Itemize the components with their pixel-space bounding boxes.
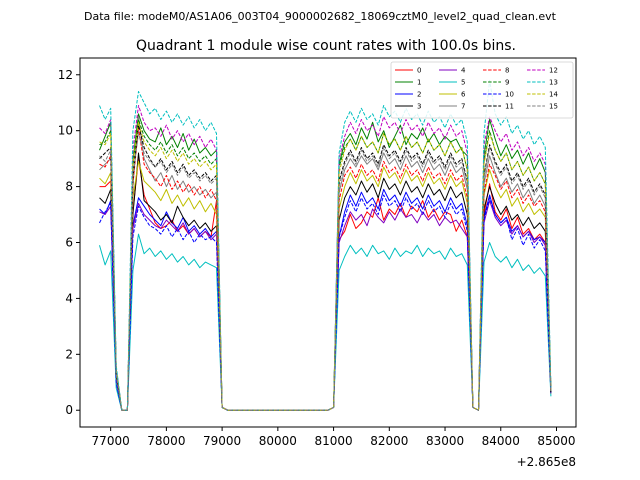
x-tick-label: 83000 xyxy=(426,434,464,448)
legend-label-7: 7 xyxy=(461,103,465,111)
series-line-6 xyxy=(99,160,552,411)
x-tick-label: 78000 xyxy=(147,434,185,448)
series-line-8 xyxy=(99,127,552,411)
y-tick-label: 2 xyxy=(65,347,73,361)
series-line-1 xyxy=(99,113,552,411)
x-offset-label: +2.865e8 xyxy=(517,455,576,469)
series-line-2 xyxy=(99,188,552,411)
x-axis: 77000 78000 79000 80000 81000 82000 83000 84000… xyxy=(92,427,576,448)
series-line-5 xyxy=(99,233,552,411)
chart-title: Quadrant 1 module wise count rates with … xyxy=(136,38,516,54)
series-layer xyxy=(99,79,552,411)
series-line-9 xyxy=(99,119,552,411)
y-tick-label: 8 xyxy=(65,180,73,194)
x-tick-label: 81000 xyxy=(314,434,352,448)
legend-label-15: 15 xyxy=(549,103,558,111)
legend-label-10: 10 xyxy=(505,91,514,99)
series-line-14 xyxy=(99,121,552,411)
legend-label-5: 5 xyxy=(461,79,465,87)
y-tick-label: 0 xyxy=(65,403,73,417)
legend-label-1: 1 xyxy=(417,79,421,87)
legend-label-8: 8 xyxy=(505,67,509,75)
legend-label-4: 4 xyxy=(461,67,466,75)
series-line-3 xyxy=(99,152,552,411)
legend-label-12: 12 xyxy=(549,67,558,75)
legend-box xyxy=(390,61,574,119)
x-tick-label: 82000 xyxy=(370,434,408,448)
figure-suptitle: Data file: modeM0/AS1A06_003T04_90000026… xyxy=(84,10,557,23)
x-tick-label: 84000 xyxy=(482,434,520,448)
series-line-11 xyxy=(99,124,552,411)
x-tick-label: 77000 xyxy=(92,434,130,448)
legend-label-9: 9 xyxy=(505,79,509,87)
x-tick-label: 79000 xyxy=(203,434,241,448)
legend-label-3: 3 xyxy=(417,103,421,111)
y-tick-label: 6 xyxy=(65,236,73,250)
legend-label-2: 2 xyxy=(417,91,421,99)
y-axis: 0 2 4 6 8 10 12 xyxy=(58,68,80,417)
series-line-12 xyxy=(99,105,552,411)
series-line-15 xyxy=(99,133,552,411)
legend-label-0: 0 xyxy=(417,67,421,75)
y-tick-label: 4 xyxy=(65,291,73,305)
series-line-4 xyxy=(99,200,552,411)
series-line-7 xyxy=(99,116,552,411)
legend-label-6: 6 xyxy=(461,91,466,99)
legend-label-11: 11 xyxy=(505,103,514,111)
x-tick-label: 80000 xyxy=(259,434,297,448)
y-tick-label: 12 xyxy=(58,68,73,82)
series-line-10 xyxy=(99,194,552,411)
legend-label-13: 13 xyxy=(549,79,558,87)
x-tick-label: 85000 xyxy=(537,434,575,448)
legend-label-14: 14 xyxy=(549,91,558,99)
y-tick-label: 10 xyxy=(58,124,73,138)
